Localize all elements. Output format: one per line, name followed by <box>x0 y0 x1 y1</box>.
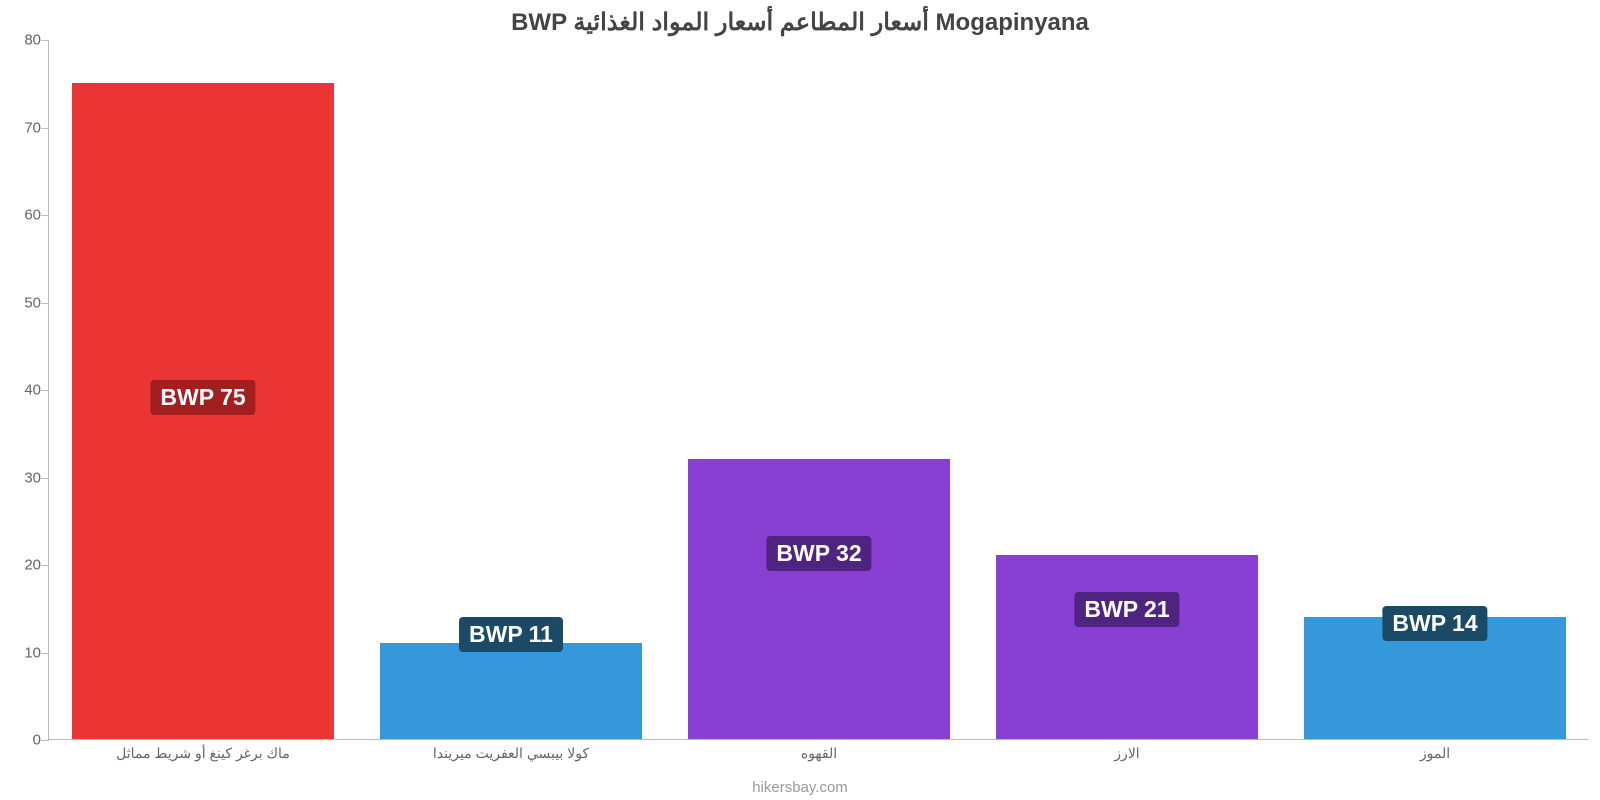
y-tick <box>41 128 49 129</box>
y-tick <box>41 740 49 741</box>
bar-value-label: BWP 21 <box>1074 592 1179 627</box>
chart-container: BWP أسعار المطاعم أسعار المواد الغذائية … <box>0 0 1600 800</box>
y-tick-label: 80 <box>9 32 41 49</box>
x-category-label: ماك برغر كينغ أو شريط مماثل <box>116 745 290 762</box>
x-category-label: كولا بيبسي العفريت ميريندا <box>433 745 589 762</box>
plot-area: 01020304050607080BWP 75ماك برغر كينغ أو … <box>48 40 1588 740</box>
y-tick-label: 40 <box>9 382 41 399</box>
bar-value-label: BWP 11 <box>459 617 563 652</box>
bar <box>996 555 1258 739</box>
bar-value-label: BWP 32 <box>766 536 871 571</box>
y-tick-label: 20 <box>9 557 41 574</box>
x-category-label: الارز <box>1114 745 1139 762</box>
y-tick-label: 70 <box>9 119 41 136</box>
x-category-label: القهوه <box>801 745 837 762</box>
y-tick-label: 30 <box>9 469 41 486</box>
y-tick-label: 10 <box>9 644 41 661</box>
y-tick <box>41 478 49 479</box>
y-tick-label: 50 <box>9 294 41 311</box>
bar <box>688 459 950 739</box>
y-tick <box>41 40 49 41</box>
y-tick <box>41 390 49 391</box>
bar-value-label: BWP 75 <box>150 380 255 415</box>
y-tick <box>41 653 49 654</box>
y-tick <box>41 215 49 216</box>
bar-value-label: BWP 14 <box>1382 606 1487 641</box>
x-category-label: الموز <box>1420 745 1450 762</box>
y-tick-label: 0 <box>9 732 41 749</box>
attribution: hikersbay.com <box>0 779 1600 796</box>
chart-title: BWP أسعار المطاعم أسعار المواد الغذائية … <box>0 8 1600 37</box>
y-tick <box>41 565 49 566</box>
bar <box>380 643 642 739</box>
y-tick <box>41 303 49 304</box>
y-tick-label: 60 <box>9 207 41 224</box>
